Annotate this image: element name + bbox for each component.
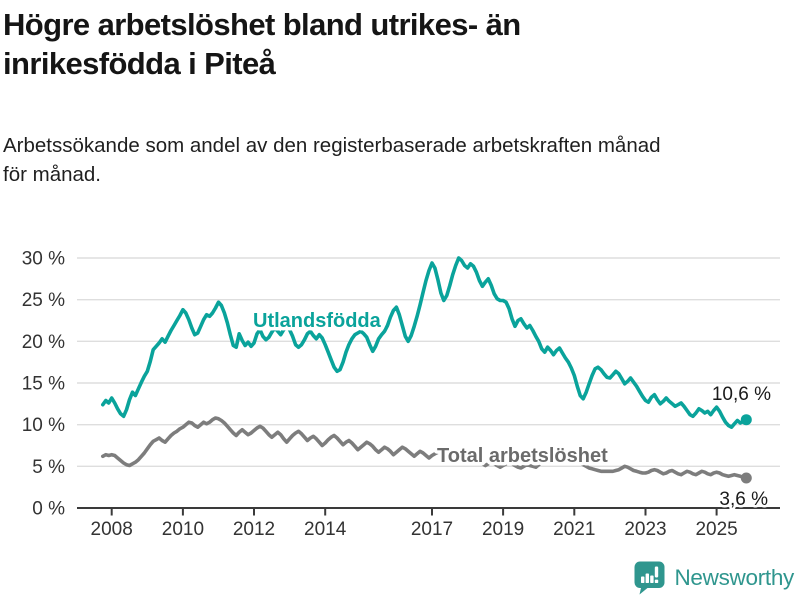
chart-title-line1: Högre arbetslöshet bland utrikes- än <box>3 7 521 42</box>
y-tick-label-30: 30 % <box>22 249 65 270</box>
end-value-label-total: 3,6 % <box>719 489 768 510</box>
chart-subtitle-line1: Arbetssökande som andel av den registerb… <box>3 134 661 157</box>
x-tick-label-2021: 2021 <box>553 519 595 540</box>
series-label-utlandsfodda: Utlandsfödda <box>253 310 382 332</box>
y-axis-tick-labels: 0 % 5 % 10 % 15 % 20 % 25 % 30 % <box>22 249 65 520</box>
line-utlandsfodda <box>101 256 749 429</box>
y-tick-label-20: 20 % <box>22 332 65 353</box>
x-axis-ticks: 2008 2010 2012 2014 2017 2019 2021 2023 2025 <box>91 508 738 540</box>
series-label-total-arbetsloshet: Total arbetslöshet <box>437 445 608 467</box>
x-tick-label-2025: 2025 <box>695 519 737 540</box>
newsworthy-logo: Newsworthy <box>634 561 794 595</box>
x-tick-label-2014: 2014 <box>304 519 347 540</box>
y-tick-label-15: 15 % <box>22 374 65 395</box>
y-tick-label-5: 5 % <box>32 457 65 478</box>
x-tick-label-2012: 2012 <box>233 519 275 540</box>
x-tick-label-2008: 2008 <box>91 519 133 540</box>
x-tick-label-2019: 2019 <box>482 519 524 540</box>
chart-title: Högre arbetslöshet bland utrikes- än inr… <box>3 5 643 83</box>
y-tick-label-25: 25 % <box>22 290 65 311</box>
x-tick-label-2010: 2010 <box>162 519 204 540</box>
gridlines <box>77 257 780 467</box>
chart-title-line2: inrikesfödda i Piteå <box>3 46 276 81</box>
y-tick-label-10: 10 % <box>22 415 65 436</box>
end-dot-total-arbetsloshet <box>740 472 752 484</box>
x-tick-label-2017: 2017 <box>411 519 453 540</box>
line-total-arbetsloshet <box>101 416 749 480</box>
series-end-dots <box>740 414 752 484</box>
end-dot-utlandsfodda <box>740 414 752 426</box>
end-value-label-utlandsfodda: 10,6 % <box>712 384 771 405</box>
y-tick-label-0: 0 % <box>32 499 65 520</box>
newsworthy-logo-text: Newsworthy <box>674 565 794 590</box>
chart-subtitle: Arbetssökande som andel av den registerb… <box>3 131 783 189</box>
series-lines <box>101 256 749 480</box>
newsworthy-chart-bubble-icon <box>634 561 665 595</box>
x-tick-label-2023: 2023 <box>624 519 666 540</box>
chart-subtitle-line2: för månad. <box>3 163 101 186</box>
